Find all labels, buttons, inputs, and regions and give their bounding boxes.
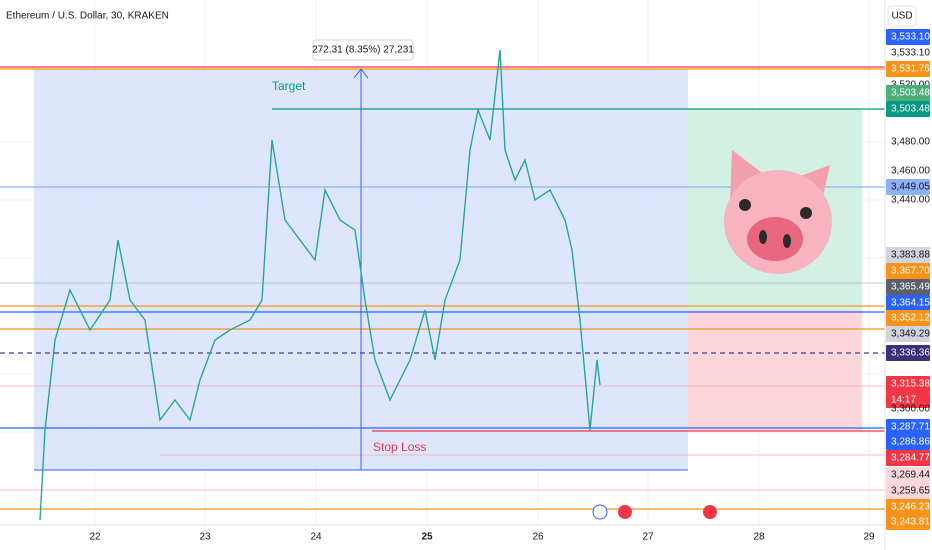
price-label: 3,449.05 <box>891 182 930 193</box>
price-label: 3,460.00 <box>891 166 930 177</box>
measure-box <box>312 39 414 61</box>
price-label: 3,440.00 <box>891 195 930 206</box>
price-label: 3,365.49 <box>891 282 930 293</box>
price-label: 3,315.38 <box>891 379 930 390</box>
price-label: 3,533.10 <box>891 32 930 43</box>
price-label: 3,531.76 <box>891 64 930 75</box>
price-badge <box>886 326 930 342</box>
price-label: 3,287.71 <box>891 422 930 433</box>
date-label: 22 <box>89 532 101 543</box>
target-label: Target <box>272 79 306 93</box>
measure-arrow <box>353 68 369 79</box>
price-label: 3,352.12 <box>891 313 930 324</box>
price-label: 3,246.23 <box>891 502 930 513</box>
price-badge <box>886 310 930 326</box>
price-badge <box>886 467 930 483</box>
price-label: 3,503.48 <box>891 88 930 99</box>
symbol-title: Ethereum / U.S. Dollar, 30, KRAKEN <box>6 11 169 22</box>
loss-zone <box>688 310 862 430</box>
price-label: 3,533.10 <box>891 48 930 59</box>
price-badge <box>886 419 930 435</box>
price-label: 3,286.86 <box>891 437 930 448</box>
price-label: 3,300.00 <box>891 404 930 415</box>
date-label: 29 <box>863 532 875 543</box>
price-badge <box>886 85 930 101</box>
price-badge <box>886 29 930 45</box>
price-badge <box>886 179 930 195</box>
price-badge <box>886 247 930 263</box>
price-label: 3,259.65 <box>891 486 930 497</box>
price-label: 3,383.88 <box>891 250 930 261</box>
date-label: 25 <box>421 532 433 543</box>
price-badge <box>886 345 930 361</box>
event-icons <box>592 504 717 520</box>
price-label: 3,364.15 <box>891 298 930 309</box>
price-badge <box>886 61 930 77</box>
date-label: 26 <box>532 532 544 543</box>
price-badge <box>886 434 930 450</box>
price-label: 3,480.00 <box>891 137 930 148</box>
price-badge <box>886 295 930 311</box>
price-label: 3,503.48 <box>891 104 930 115</box>
price-badge <box>886 376 930 392</box>
pig-icon <box>724 150 832 274</box>
price-label: 3,269.44 <box>891 470 930 481</box>
price-badge <box>886 514 930 530</box>
currency-button[interactable] <box>887 5 917 27</box>
price-badge <box>886 101 930 117</box>
price-path <box>39 49 601 521</box>
price-badge <box>886 450 930 466</box>
price-label: 3,243.81 <box>891 517 930 528</box>
measure-label: 272.31 (8.35%) 27,231 <box>312 45 414 56</box>
price-label: 3,336.36 <box>891 348 930 359</box>
price-badge <box>886 279 930 295</box>
price-badge <box>886 263 930 279</box>
price-badge <box>886 483 930 499</box>
currency[interactable]: USD <box>891 11 912 22</box>
price-badge <box>886 499 930 515</box>
price-label: 14:17 <box>891 395 916 406</box>
price-label: 3,349.29 <box>891 329 930 340</box>
date-label: 24 <box>310 532 322 543</box>
date-label: 28 <box>753 532 765 543</box>
stop-loss-label: Stop Loss <box>373 440 426 454</box>
date-label: 27 <box>642 532 654 543</box>
price-label: 3,367.70 <box>891 266 930 277</box>
date-label: 23 <box>199 532 211 543</box>
price-badge <box>886 392 930 408</box>
price-label: 3,284.77 <box>891 453 930 464</box>
